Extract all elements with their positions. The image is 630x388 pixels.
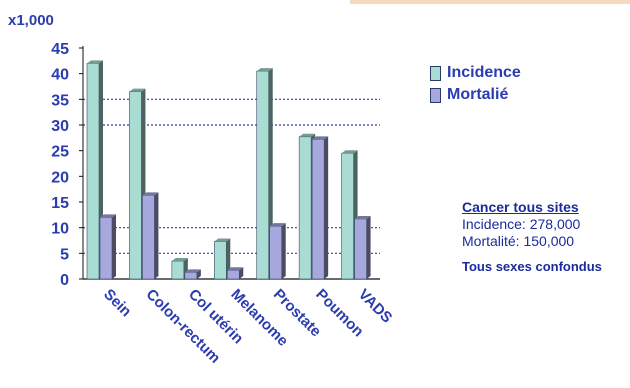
info-mortality: Mortalité: 150,000 bbox=[462, 233, 575, 249]
legend-item-incidence: Incidence bbox=[430, 62, 521, 84]
y-tick-label: 10 bbox=[51, 221, 69, 238]
info-title: Cancer tous sites bbox=[462, 199, 579, 215]
info-panel: Cancer tous sites Incidence: 278,000 Mor… bbox=[462, 199, 602, 275]
bar-top bbox=[256, 68, 273, 72]
bar-incidence bbox=[86, 63, 100, 280]
bar-incidence bbox=[129, 91, 142, 280]
bar-mortalite bbox=[269, 225, 283, 280]
legend-label-mortalite: Mortalié bbox=[447, 86, 509, 103]
bar-side bbox=[154, 192, 159, 279]
bar-top bbox=[142, 192, 159, 196]
bar-mortalite bbox=[354, 218, 367, 280]
unit-label: x1,000 bbox=[8, 12, 54, 29]
bar-side bbox=[112, 214, 116, 279]
bar-mortalite bbox=[311, 139, 325, 280]
header-accent-bar bbox=[350, 0, 630, 4]
y-tick-label: 45 bbox=[51, 41, 69, 58]
bar-side bbox=[324, 136, 329, 279]
bar-incidence bbox=[171, 260, 185, 280]
info-note: Tous sexes confondus bbox=[462, 259, 602, 274]
bar-mortalite bbox=[142, 195, 155, 280]
bar-top bbox=[214, 238, 231, 242]
bar-top bbox=[312, 136, 329, 140]
y-tick-label: 30 bbox=[51, 118, 69, 135]
bar-top bbox=[269, 223, 286, 227]
bar-top bbox=[87, 60, 103, 64]
y-tick-label: 40 bbox=[51, 67, 69, 84]
x-tick-label: VADS bbox=[355, 286, 396, 327]
legend: Incidence Mortalié bbox=[430, 62, 521, 106]
bar-mortalite bbox=[184, 272, 198, 280]
bar-top bbox=[100, 214, 116, 218]
bar-incidence bbox=[298, 136, 312, 280]
info-incidence: Incidence: 278,000 bbox=[462, 216, 581, 232]
bar-top bbox=[129, 88, 146, 92]
x-tick-label: Colon-rectum bbox=[143, 286, 224, 367]
bar-side bbox=[366, 215, 371, 279]
bar-incidence bbox=[341, 152, 354, 280]
bar-top bbox=[354, 215, 371, 219]
bar-side bbox=[196, 269, 201, 279]
bar-mortalite bbox=[226, 269, 240, 280]
y-tick-label: 35 bbox=[51, 92, 69, 109]
legend-swatch-mortalite bbox=[430, 87, 441, 103]
x-tick-label: Sein bbox=[100, 286, 134, 320]
y-tick-label: 5 bbox=[60, 246, 69, 263]
bar-top bbox=[184, 269, 201, 273]
bar-side bbox=[281, 223, 286, 279]
bar-mortalite bbox=[99, 217, 113, 280]
bar-top bbox=[171, 258, 188, 262]
y-tick-label: 0 bbox=[60, 272, 69, 289]
bar-incidence bbox=[213, 241, 227, 280]
y-tick-label: 25 bbox=[51, 144, 69, 161]
y-tick-label: 20 bbox=[51, 169, 69, 186]
bar-top bbox=[227, 267, 244, 271]
legend-label-incidence: Incidence bbox=[447, 64, 521, 81]
bar-chart: x1,000 0 5 10 15 20 25 30 35 40 45 Sein Colon-rectum… bbox=[8, 12, 396, 367]
y-tick-label: 15 bbox=[51, 195, 69, 212]
bar-side bbox=[239, 267, 244, 279]
bar-top bbox=[299, 133, 316, 137]
bar-top bbox=[341, 150, 358, 154]
legend-item-mortalite: Mortalié bbox=[430, 84, 521, 106]
legend-swatch-incidence bbox=[430, 65, 441, 81]
bar-incidence bbox=[256, 70, 270, 280]
